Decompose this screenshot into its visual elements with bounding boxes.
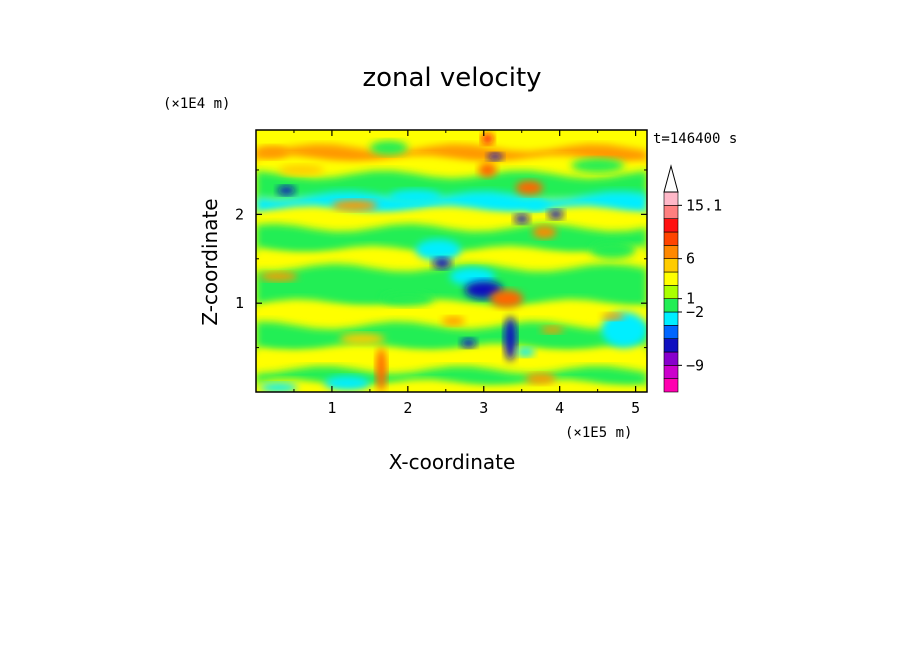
colorbar-label: 6	[686, 250, 695, 268]
field-patch	[489, 289, 524, 308]
field-patch	[256, 145, 288, 159]
field-patch	[415, 239, 461, 261]
field-patch	[590, 241, 636, 259]
colorbar-swatch	[663, 285, 679, 299]
field-patch	[449, 267, 496, 286]
colorbar-swatch	[663, 231, 679, 246]
field-band	[256, 206, 647, 232]
field-patch	[369, 140, 408, 155]
field-patch	[525, 373, 556, 385]
colorbar-swatch	[663, 378, 679, 393]
colorbar-label: 15.1	[686, 196, 722, 214]
field-patch	[388, 189, 443, 204]
velocity-field	[256, 130, 647, 392]
field-patch	[375, 347, 387, 392]
y-axis: 12	[235, 169, 647, 349]
colorbar-swatch	[663, 338, 679, 353]
colorbar-swatch	[663, 271, 679, 286]
field-patch	[525, 200, 549, 211]
field-patch	[259, 272, 298, 281]
field-patch	[540, 326, 564, 334]
colorbar-label: −9	[686, 356, 704, 374]
x-tick-label: 1	[327, 399, 336, 417]
colorbar-label: −2	[686, 303, 704, 321]
y-tick-label: 2	[235, 205, 244, 223]
colorbar-label: 1	[686, 290, 695, 308]
colorbar-overflow-arrow	[663, 164, 679, 193]
x-tick-label: 2	[403, 399, 412, 417]
colorbar-swatch	[663, 351, 679, 366]
field-band	[256, 263, 647, 308]
field-patch	[278, 164, 325, 176]
field-patch	[515, 180, 543, 195]
field-patch	[277, 185, 296, 195]
colorbar-swatch	[663, 205, 679, 219]
field-patch	[601, 312, 647, 348]
field-patch	[259, 383, 298, 392]
field-patch	[487, 153, 503, 161]
colorbar-swatch	[663, 298, 679, 313]
field-patch	[516, 347, 535, 357]
field-patch	[339, 333, 386, 345]
y-tick-label: 1	[235, 294, 244, 312]
field-patch	[460, 338, 477, 348]
field-patch	[381, 291, 435, 306]
x-axis-title: X-coordinate	[389, 450, 516, 474]
x-unit-label: (×1E5 m)	[565, 425, 632, 441]
colorbar-swatch	[663, 245, 679, 259]
field-band	[256, 343, 647, 374]
field-patch	[432, 257, 452, 269]
y-axis-title: Z-coordinate	[198, 198, 222, 325]
x-tick-label: 4	[555, 399, 564, 417]
field-patch	[571, 158, 625, 173]
plot-frame	[255, 129, 648, 393]
colorbar-swatch	[663, 365, 679, 379]
field-patch	[478, 162, 497, 178]
colorbar-swatch	[663, 311, 679, 326]
x-tick-label: 5	[631, 399, 640, 417]
field-band	[256, 299, 647, 330]
colorbar-swatch	[663, 325, 679, 339]
field-band	[256, 155, 647, 179]
field-band	[256, 130, 647, 152]
colorbar-swatch	[663, 258, 679, 273]
field-patch	[442, 316, 465, 326]
field-patch	[324, 376, 370, 391]
x-tick-label: 3	[479, 399, 488, 417]
field-patch	[601, 312, 625, 321]
time-label: t=146400 s	[653, 131, 737, 147]
colorbar-swatch	[663, 218, 679, 233]
x-axis: 1 2 3 4 5	[293, 130, 640, 417]
y-unit-label: (×1E4 m)	[163, 96, 230, 112]
field-patch	[548, 209, 564, 219]
colorbar: 15.1 6 1−2 −9	[663, 164, 722, 393]
field-patch	[331, 200, 378, 211]
field-patch	[504, 316, 517, 361]
field-patch	[481, 133, 494, 145]
field-patch	[514, 214, 530, 224]
chart-title: zonal velocity	[362, 63, 541, 93]
field-patch	[532, 225, 557, 239]
colorbar-swatch	[663, 191, 679, 206]
